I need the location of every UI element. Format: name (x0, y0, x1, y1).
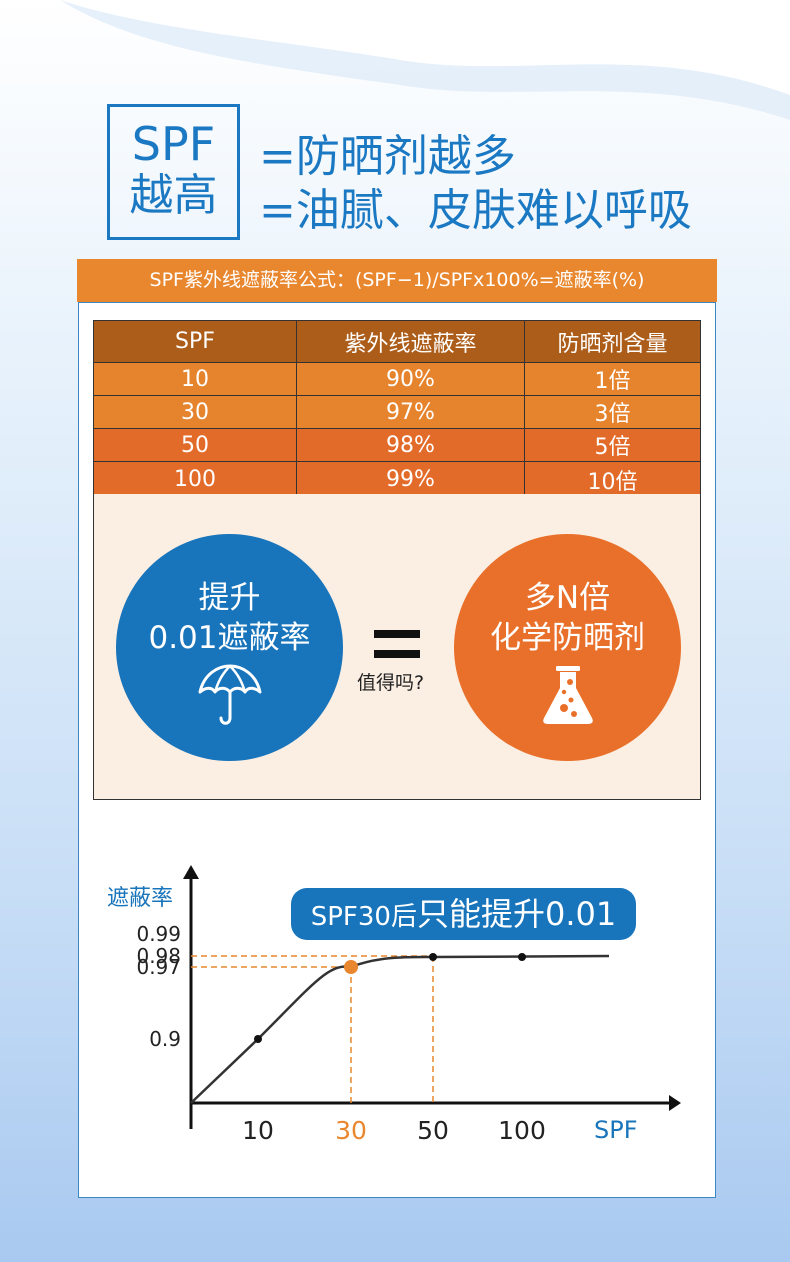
chart-area: 遮蔽率 SPF 0.99 0.98 0.97 0.9 10 30 50 100 SPF30后只能提… (79, 843, 715, 1167)
improve-line1: 提升 (198, 580, 261, 616)
y-tick-label: 0.98 (136, 944, 181, 968)
spf-table-wrap: SPF 紫外线遮蔽率 防晒剂含量 10 90% 1倍 30 97% 3倍 50 … (93, 320, 701, 498)
annotation-prefix: SPF30后 (310, 902, 417, 932)
table-cell: 3倍 (524, 395, 701, 429)
data-point (429, 953, 437, 961)
spf-higher-box: SPF 越高 (107, 104, 240, 240)
table-cell: 50 (93, 428, 297, 462)
chemical-line1: 多N倍 (524, 580, 611, 616)
flask-icon (543, 666, 593, 724)
table-cell: 1倍 (524, 362, 701, 396)
x-tick-label: 10 (242, 1116, 274, 1145)
chemical-line2: 化学防晒剂 (490, 620, 645, 656)
improve-line2: 0.01遮蔽率 (148, 620, 311, 656)
x-axis-arrow (669, 1095, 681, 1111)
y-tick-label: 0.97 (136, 955, 181, 979)
worth-it-question: 值得吗? (357, 672, 425, 694)
umbrella-icon (198, 664, 262, 725)
headline-line2: =油腻、皮肤难以呼吸 (259, 185, 692, 236)
x-tick-label: 100 (498, 1116, 546, 1145)
data-point (518, 953, 526, 961)
highlight-point (344, 960, 358, 974)
equals-sign (374, 630, 420, 670)
y-axis-label: 遮蔽率 (107, 886, 173, 911)
spf-table: SPF 紫外线遮蔽率 防晒剂含量 10 90% 1倍 30 97% 3倍 50 … (93, 320, 701, 498)
table-cell: 90% (296, 362, 525, 396)
table-cell: 100 (93, 461, 297, 498)
header-sunscreen-content: 防晒剂含量 (524, 320, 701, 363)
annotation-text: 只能提升0.01 (416, 895, 617, 933)
table-cell: 97% (296, 395, 525, 429)
header-shielding-rate: 紫外线遮蔽率 (296, 320, 525, 363)
annotation-bubble: SPF30后只能提升0.01 (291, 888, 636, 940)
chemical-circle: 多N倍 化学防晒剂 (454, 534, 681, 761)
x-axis-label: SPF (594, 1116, 638, 1144)
data-point (254, 1035, 262, 1043)
table-row: 100 99% 10倍 (93, 461, 701, 498)
equals-bar-top (374, 630, 420, 638)
y-tick-label: 0.99 (136, 922, 181, 946)
chart-svg: 遮蔽率 SPF 0.990.980.97 0.9 10 30 50 100 (107, 865, 681, 1145)
comparison-box: 提升 0.01遮蔽率 值得吗? 多N倍 化学防晒剂 (93, 494, 701, 800)
equals-bar-bottom (374, 650, 420, 658)
y-axis-arrow (183, 865, 199, 879)
x-tick-label: 50 (417, 1116, 449, 1145)
table-cell: 99% (296, 461, 525, 498)
table-cell: 5倍 (524, 428, 701, 462)
y-tick-label: 0.9 (149, 1027, 181, 1051)
improve-circle: 提升 0.01遮蔽率 (116, 534, 343, 761)
table-cell: 10 (93, 362, 297, 396)
x-tick-label: 30 (335, 1116, 367, 1145)
series-line (190, 954, 610, 1104)
formula-bar: SPF紫外线遮蔽率公式：(SPF−1)/SPFx100%=遮蔽率(%) (77, 259, 717, 302)
spf-box-line2: 越高 (129, 170, 218, 221)
table-cell: 30 (93, 395, 297, 429)
table-row: 50 98% 5倍 (93, 428, 701, 462)
header-spf: SPF (93, 320, 297, 363)
spf-box-line1: SPF (131, 117, 216, 171)
table-row: 10 90% 1倍 (93, 362, 701, 396)
content-panel: SPF 紫外线遮蔽率 防晒剂含量 10 90% 1倍 30 97% 3倍 50 … (78, 302, 716, 1198)
background-wave (0, 0, 790, 120)
table-cell: 98% (296, 428, 525, 462)
headline-line1: =防晒剂越多 (259, 131, 516, 182)
table-row: 30 97% 3倍 (93, 395, 701, 429)
table-cell: 10倍 (524, 461, 701, 498)
